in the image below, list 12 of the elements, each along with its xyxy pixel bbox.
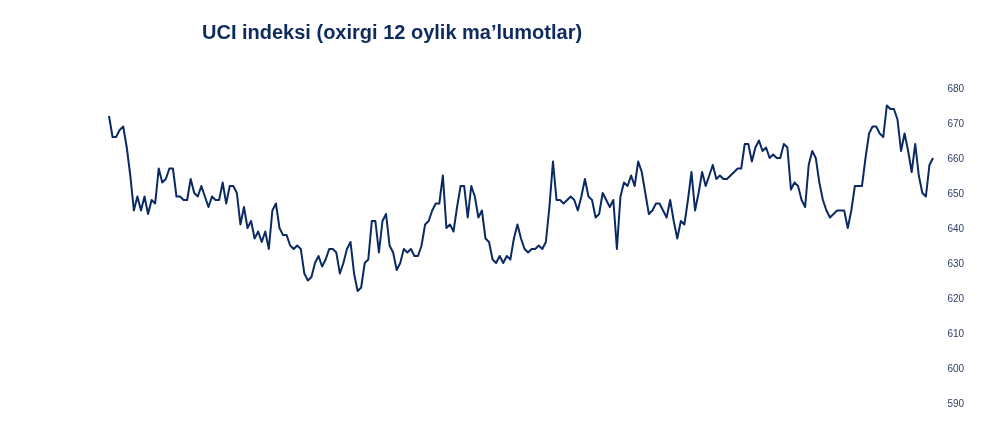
y-tick-label: 670 <box>947 117 965 129</box>
y-tick-label: 600 <box>947 362 965 374</box>
y-tick-label: 620 <box>947 292 965 304</box>
y-tick-label: 640 <box>947 222 965 234</box>
y-tick-label: 680 <box>947 82 965 94</box>
y-tick-label: 660 <box>947 152 965 164</box>
y-tick-label: 650 <box>947 187 965 199</box>
y-tick-label: 610 <box>947 327 965 339</box>
line-series <box>108 104 934 292</box>
y-tick-label: 630 <box>947 257 965 269</box>
chart-title: UCI indeksi (oxirgi 12 oylik ma’lumotlar) <box>202 21 583 43</box>
y-tick-label: 590 <box>947 397 965 409</box>
